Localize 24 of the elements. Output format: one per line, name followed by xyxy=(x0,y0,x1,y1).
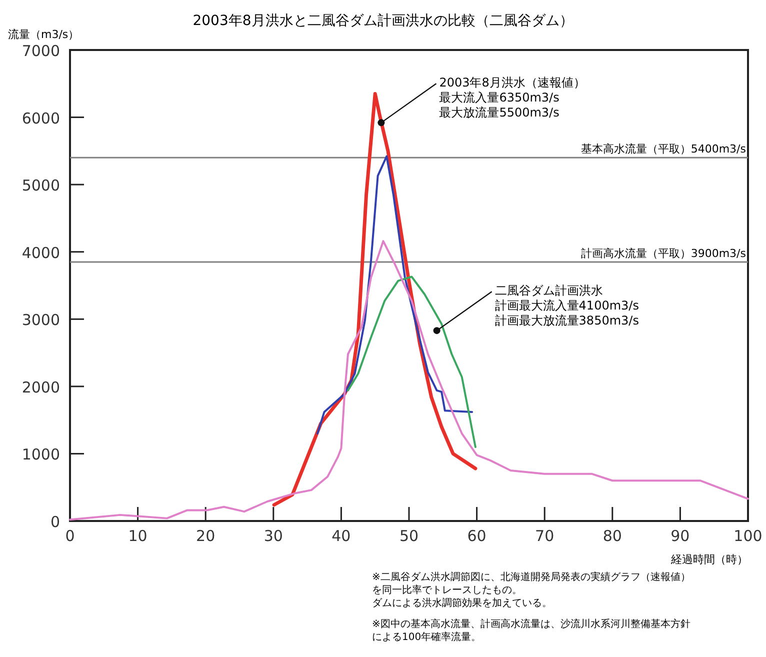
x-tick-label: 60 xyxy=(467,527,486,545)
x-tick-label: 20 xyxy=(196,527,216,545)
x-tick-label: 70 xyxy=(535,527,554,545)
ref-line-label: 計画高水流量（平取）3900m3/s xyxy=(580,246,746,260)
x-tick-label: 50 xyxy=(399,527,419,545)
title: 2003年8月洪水と二風谷ダム計画洪水の比較（二風谷ダム） xyxy=(192,13,574,29)
y-tick-label: 7000 xyxy=(22,42,60,60)
y-tick-label: 6000 xyxy=(22,109,60,128)
x-tick-label: 80 xyxy=(602,527,622,545)
ylabel: 流量（m3/s） xyxy=(8,28,80,41)
x-tick-label: 10 xyxy=(128,527,148,545)
xlabel: 経過時間（時） xyxy=(671,553,748,566)
x-tick-label: 0 xyxy=(65,527,75,545)
y-tick-label: 2000 xyxy=(22,378,60,396)
y-tick-label: 3000 xyxy=(22,311,60,330)
x-tick-label: 40 xyxy=(332,527,351,545)
x-tick-label: 90 xyxy=(670,527,690,545)
x-tick-label: 30 xyxy=(264,527,283,545)
y-tick-label: 5000 xyxy=(22,176,60,195)
ref-line-label: 基本高水流量（平取）5400m3/s xyxy=(580,142,746,156)
y-tick-label: 1000 xyxy=(22,446,60,464)
y-tick-label: 4000 xyxy=(22,244,60,262)
y-tick-label: 0 xyxy=(50,513,60,531)
x-tick-label: 100 xyxy=(734,527,762,545)
